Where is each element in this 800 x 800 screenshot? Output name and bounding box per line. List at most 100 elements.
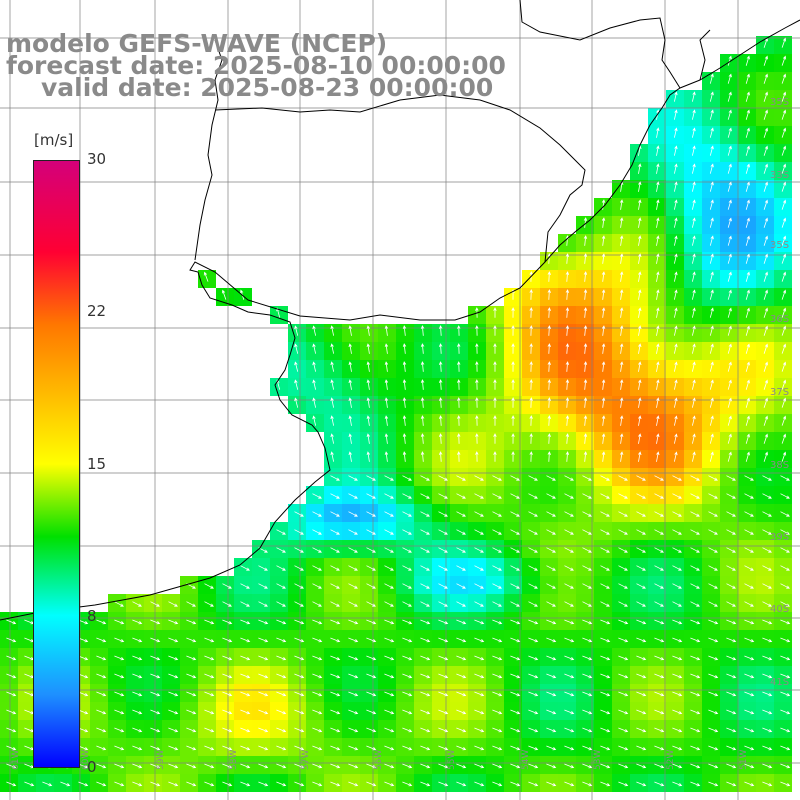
wind-arrow — [546, 673, 557, 679]
longitude-label: 55W — [447, 750, 457, 770]
wind-arrow — [348, 709, 359, 715]
wind-arrow — [745, 271, 750, 282]
wind-arrow — [510, 547, 520, 553]
wind-arrow — [528, 709, 539, 715]
latitude-label: 40S — [770, 604, 789, 615]
wind-arrow — [384, 343, 389, 354]
wind-arrow — [510, 493, 520, 499]
wind-arrow — [438, 547, 448, 553]
wind-arrow — [709, 163, 714, 174]
wind-arrow — [636, 511, 646, 517]
wind-arrow — [96, 763, 107, 769]
wind-arrow — [330, 451, 334, 462]
wind-arrow — [618, 745, 629, 751]
wind-arrow — [510, 727, 521, 733]
wind-arrow — [636, 547, 646, 553]
wind-arrow — [528, 655, 539, 661]
wind-arrow — [744, 583, 754, 589]
wind-arrow — [564, 781, 575, 787]
wind-arrow — [402, 673, 413, 679]
wind-arrow — [258, 709, 269, 715]
wind-arrow — [727, 163, 732, 174]
wind-arrow — [384, 415, 389, 426]
wind-arrow — [582, 655, 593, 661]
wind-arrow — [168, 655, 179, 661]
wind-arrow — [348, 361, 352, 372]
wind-arrow — [384, 637, 395, 643]
wind-arrow — [384, 451, 389, 462]
wind-arrow — [366, 583, 376, 589]
wind-arrow — [762, 709, 773, 715]
wind-arrow — [204, 655, 215, 661]
title-forecast-date: forecast date: 2025-08-10 00:00:00 — [6, 51, 506, 80]
wind-arrow — [42, 781, 53, 787]
wind-arrow — [726, 763, 737, 769]
wind-arrow — [638, 379, 642, 390]
wind-arrow — [690, 601, 700, 607]
wind-arrow — [150, 655, 161, 661]
wind-arrow — [708, 727, 719, 733]
wind-arrow — [709, 253, 714, 264]
wind-arrow — [420, 691, 431, 697]
wind-arrow — [348, 619, 359, 625]
wind-arrow — [492, 493, 502, 499]
wind-arrow — [692, 127, 696, 138]
wind-arrow — [763, 127, 768, 138]
wind-arrow — [600, 583, 610, 589]
wind-arrow — [582, 583, 592, 589]
wind-arrow — [546, 691, 557, 697]
wind-arrow — [763, 433, 768, 444]
wind-arrow — [638, 343, 642, 354]
wind-arrow — [528, 547, 538, 553]
wind-arrow — [762, 601, 772, 607]
wind-arrow — [114, 691, 125, 697]
wind-arrow — [546, 727, 557, 733]
wind-arrow — [384, 691, 395, 697]
wind-arrow — [763, 73, 768, 84]
wind-arrow — [420, 529, 430, 535]
wind-arrow — [511, 307, 515, 318]
wind-arrow — [493, 379, 497, 390]
wind-arrow — [565, 307, 570, 318]
wind-arrow — [240, 583, 250, 589]
wind-arrow — [528, 745, 539, 751]
wind-arrow — [708, 475, 718, 481]
wind-arrow — [583, 433, 588, 444]
wind-arrow — [276, 763, 287, 769]
wind-arrow — [583, 289, 588, 300]
wind-arrow — [510, 709, 521, 715]
wind-arrow — [366, 781, 377, 787]
wind-arrow — [654, 601, 664, 607]
wind-arrow — [276, 655, 287, 661]
wind-arrow — [492, 565, 502, 571]
wind-arrow — [294, 529, 304, 535]
wind-arrow — [420, 547, 430, 553]
wind-arrow — [420, 415, 425, 426]
wind-arrow — [456, 529, 466, 535]
wind-arrow — [583, 397, 588, 408]
wind-arrow — [708, 637, 719, 643]
wind-arrow — [654, 619, 665, 625]
wind-arrow — [222, 691, 233, 697]
wind-arrow — [546, 745, 557, 751]
wind-arrow — [692, 433, 696, 444]
wind-arrow — [690, 673, 701, 679]
wind-arrow — [330, 415, 334, 426]
wind-arrow — [528, 781, 539, 787]
wind-arrow — [762, 691, 773, 697]
wind-arrow — [600, 601, 610, 607]
wind-arrow — [654, 709, 665, 715]
wind-arrow — [366, 547, 376, 553]
wind-arrow — [636, 709, 647, 715]
wind-arrow — [654, 691, 665, 697]
wind-arrow — [618, 475, 628, 481]
wind-arrow — [672, 781, 683, 787]
wind-arrow — [727, 271, 732, 282]
wind-arrow — [366, 529, 376, 535]
wind-arrow — [708, 511, 718, 517]
wind-arrow — [674, 271, 678, 282]
wind-arrow — [618, 493, 628, 499]
wind-arrow — [745, 127, 750, 138]
wind-arrow — [744, 493, 754, 499]
wind-arrow — [763, 163, 768, 174]
